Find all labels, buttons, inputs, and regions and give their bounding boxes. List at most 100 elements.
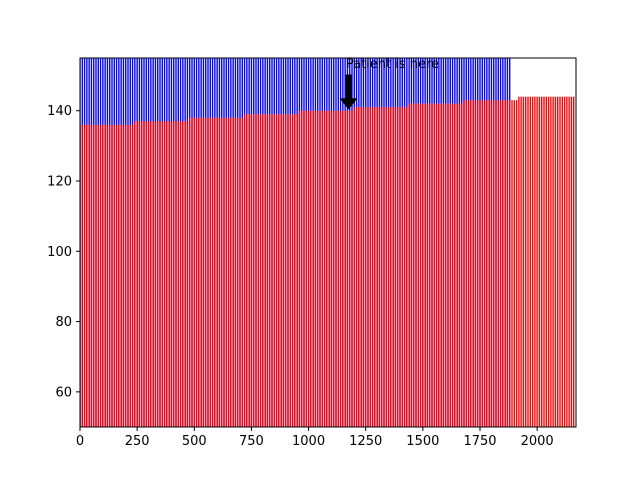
bar bbox=[125, 124, 127, 427]
bar bbox=[150, 121, 152, 427]
bar bbox=[86, 124, 88, 427]
bar bbox=[456, 103, 458, 427]
bar bbox=[527, 96, 529, 427]
x-tick-label: 1000 bbox=[292, 434, 325, 449]
bar bbox=[529, 96, 531, 427]
bar bbox=[387, 107, 390, 427]
bar bbox=[381, 107, 383, 427]
bar bbox=[401, 107, 403, 427]
bar bbox=[552, 96, 554, 427]
bar bbox=[88, 124, 90, 427]
bar bbox=[189, 117, 191, 427]
bar bbox=[81, 124, 83, 427]
bar bbox=[195, 117, 198, 427]
bar bbox=[257, 114, 259, 427]
y-tick-label: 100 bbox=[47, 245, 72, 260]
bar bbox=[211, 117, 214, 427]
bar bbox=[333, 110, 335, 427]
bar bbox=[559, 96, 561, 427]
bar bbox=[113, 124, 115, 427]
bar bbox=[159, 121, 161, 427]
bar bbox=[438, 103, 440, 427]
bar bbox=[321, 110, 323, 427]
bar bbox=[538, 96, 541, 427]
bar bbox=[488, 100, 490, 427]
bar bbox=[301, 110, 303, 427]
bar bbox=[177, 121, 179, 427]
bar bbox=[191, 117, 193, 427]
bar bbox=[397, 107, 399, 427]
bar bbox=[243, 114, 246, 427]
bar bbox=[289, 114, 291, 427]
bar bbox=[502, 100, 504, 427]
bar bbox=[353, 107, 355, 427]
bar bbox=[104, 124, 106, 427]
bar bbox=[102, 124, 104, 427]
bar bbox=[440, 103, 442, 427]
bar bbox=[563, 96, 566, 427]
bar bbox=[216, 117, 218, 427]
bar bbox=[337, 110, 339, 427]
bar bbox=[511, 100, 513, 427]
bar bbox=[472, 100, 474, 427]
bar bbox=[346, 110, 349, 427]
bar bbox=[205, 117, 207, 427]
bar bbox=[513, 100, 515, 427]
bar bbox=[202, 117, 205, 427]
bar bbox=[424, 103, 426, 427]
bar bbox=[422, 103, 424, 427]
bar bbox=[470, 100, 472, 427]
bar bbox=[314, 110, 317, 427]
bar bbox=[541, 96, 543, 427]
bar bbox=[451, 103, 454, 427]
bar bbox=[518, 96, 520, 427]
bar bbox=[550, 96, 552, 427]
bar bbox=[298, 110, 301, 427]
bar bbox=[170, 121, 173, 427]
bar bbox=[419, 103, 422, 427]
bar bbox=[367, 107, 369, 427]
bar bbox=[285, 114, 287, 427]
bar bbox=[351, 110, 353, 427]
bar bbox=[392, 107, 394, 427]
x-tick-label: 750 bbox=[239, 434, 264, 449]
bar bbox=[547, 96, 550, 427]
bar bbox=[355, 107, 358, 427]
bar bbox=[522, 96, 525, 427]
bar bbox=[129, 124, 131, 427]
bar bbox=[296, 114, 298, 427]
bar bbox=[561, 96, 563, 427]
bar bbox=[531, 96, 534, 427]
bar bbox=[385, 107, 387, 427]
bar bbox=[225, 117, 227, 427]
bar bbox=[294, 114, 296, 427]
bar bbox=[376, 107, 378, 427]
bar bbox=[241, 117, 243, 427]
bar bbox=[410, 103, 413, 427]
bar bbox=[360, 107, 362, 427]
bar bbox=[99, 124, 102, 427]
bar bbox=[497, 100, 499, 427]
bar bbox=[399, 107, 401, 427]
bar bbox=[570, 96, 573, 427]
bar bbox=[282, 114, 285, 427]
bar bbox=[291, 114, 294, 427]
bar bbox=[335, 110, 337, 427]
bar bbox=[152, 121, 154, 427]
bar bbox=[278, 114, 280, 427]
bar bbox=[349, 110, 351, 427]
bar bbox=[573, 96, 575, 427]
bar bbox=[131, 124, 134, 427]
bar bbox=[365, 107, 367, 427]
bar bbox=[166, 121, 168, 427]
bar bbox=[467, 100, 470, 427]
bar bbox=[305, 110, 307, 427]
x-tick-label: 250 bbox=[125, 434, 150, 449]
bar bbox=[163, 121, 166, 427]
bar bbox=[429, 103, 431, 427]
bar bbox=[200, 117, 202, 427]
bar bbox=[374, 107, 376, 427]
bar bbox=[198, 117, 200, 427]
bar bbox=[275, 114, 278, 427]
